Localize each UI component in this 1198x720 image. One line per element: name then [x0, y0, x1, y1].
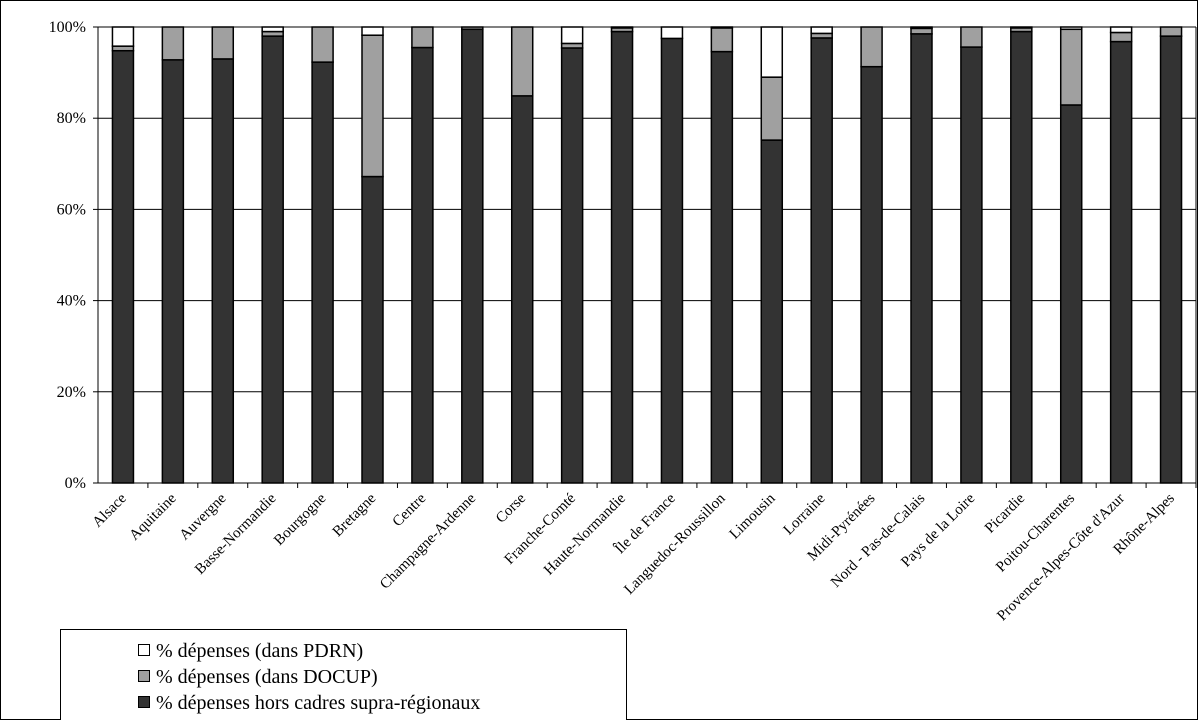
bar-segment-hors_cadres: [910, 33, 933, 484]
y-tick-label: 0%: [65, 475, 86, 492]
bar-segment-docup: [710, 27, 734, 53]
legend-item-docup: % dépenses (dans DOCUP): [61, 664, 626, 690]
legend-swatch-hors-cadres: [138, 696, 150, 708]
bar-segment-hors_cadres: [760, 139, 784, 484]
bar-segment-docup: [860, 26, 883, 68]
bar-segment-hors_cadres: [660, 37, 684, 484]
legend-label-pdrn: % dépenses (dans PDRN): [156, 640, 364, 662]
bar-segment-hors_cadres: [261, 35, 284, 484]
bar-segment-hors_cadres: [1059, 104, 1083, 484]
bar-segment-hors_cadres: [560, 47, 584, 484]
x-tick-label: Corse: [493, 490, 529, 526]
bar-segment-pdrn: [261, 26, 284, 33]
bar-segment-hors_cadres: [311, 61, 334, 484]
bar-segment-pdrn: [660, 26, 684, 40]
bar-segment-docup: [1109, 31, 1133, 43]
bar-segment-hors_cadres: [860, 65, 883, 484]
legend-item-pdrn: % dépenses (dans PDRN): [61, 638, 626, 664]
x-tick-label: Nord - Pas-de-Calais: [828, 490, 928, 590]
bar-segment-pdrn: [560, 26, 584, 45]
x-tick-label: Picardie: [982, 490, 1028, 536]
bar-segment-pdrn: [710, 26, 734, 29]
bar-segment-pdrn: [1010, 26, 1033, 29]
legend-swatch-pdrn: [138, 644, 150, 656]
bar-segment-pdrn: [111, 26, 135, 47]
bar-segment-docup: [1059, 28, 1083, 106]
bar-segment-hors_cadres: [111, 49, 135, 484]
bar-segment-docup: [510, 26, 534, 97]
bar-segment-pdrn: [760, 26, 784, 78]
bar-segment-docup: [1159, 26, 1183, 37]
y-tick-label: 100%: [49, 19, 86, 36]
bar-segment-docup: [161, 26, 185, 61]
x-tick-label: Languedoc-Roussillon: [621, 490, 729, 598]
y-tick-label: 20%: [57, 384, 86, 401]
bar-segment-hors_cadres: [960, 46, 983, 484]
y-tick-label: 40%: [57, 293, 86, 310]
legend-label-docup: % dépenses (dans DOCUP): [156, 666, 378, 688]
bar-segment-hors_cadres: [161, 59, 185, 484]
bar-segment-hors_cadres: [461, 28, 484, 484]
bar-segment-hors_cadres: [510, 95, 534, 484]
x-tick-label: Champagne-Ardenne: [377, 490, 479, 592]
legend: % dépenses (dans PDRN) % dépenses (dans …: [60, 629, 627, 720]
bar-segment-docup: [211, 26, 235, 60]
bar-segment-docup: [960, 26, 983, 48]
y-tick-label: 60%: [57, 201, 86, 218]
bar-segment-hors_cadres: [810, 37, 833, 484]
bar-segment-pdrn: [610, 26, 634, 29]
bar-segment-hors_cadres: [1159, 35, 1183, 484]
bar-segment-hors_cadres: [211, 58, 235, 484]
bar-segment-pdrn: [810, 26, 833, 35]
bar-segment-hors_cadres: [710, 50, 734, 484]
bar-segment-hors_cadres: [361, 175, 384, 484]
bar-segment-docup: [760, 76, 784, 141]
bar-segment-pdrn: [1059, 26, 1083, 31]
legend-label-hors-cadres: % dépenses hors cadres supra-régionaux: [156, 692, 481, 714]
x-tick-label: Centre: [390, 490, 430, 530]
x-tick-label: Lorraine: [781, 490, 829, 538]
bar-segment-pdrn: [1109, 26, 1133, 34]
x-tick-label: Aquitaine: [127, 490, 180, 543]
bar-segment-docup: [910, 27, 933, 35]
y-tick-label: 80%: [57, 110, 86, 127]
bar-segment-hors_cadres: [1010, 30, 1033, 484]
bar-segment-hors_cadres: [610, 30, 634, 484]
bar-segment-pdrn: [910, 26, 933, 30]
bar-segment-docup: [361, 34, 384, 178]
x-tick-label: Bretagne: [330, 490, 380, 540]
x-tick-label: Bourgogne: [271, 490, 329, 548]
bar-segment-hors_cadres: [411, 46, 434, 484]
legend-item-hors-cadres: % dépenses hors cadres supra-régionaux: [61, 690, 626, 716]
x-tick-label: Alsace: [90, 490, 130, 530]
x-tick-label: Limousin: [727, 490, 779, 542]
bar-segment-docup: [461, 26, 484, 31]
bar-segment-pdrn: [361, 26, 384, 36]
legend-swatch-docup: [138, 670, 150, 682]
bar-segment-docup: [311, 26, 334, 63]
bar-segment-hors_cadres: [1109, 40, 1133, 484]
bar-segment-docup: [411, 26, 434, 49]
